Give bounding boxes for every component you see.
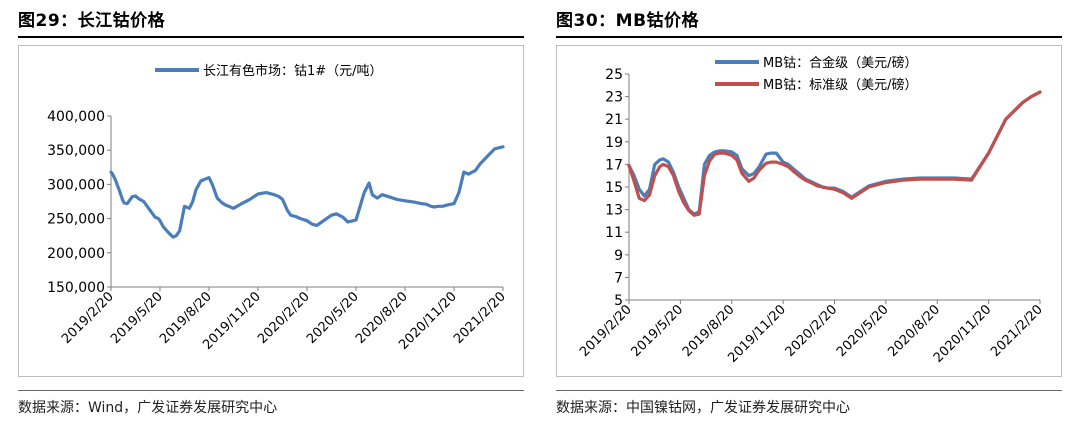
left-x-tick-label: 2020/5/20 — [304, 289, 362, 347]
left-y-tick-label: 200,000 — [47, 246, 105, 262]
left-y-tick-label: 300,000 — [47, 177, 105, 193]
right-y-tick-label: 11 — [605, 225, 623, 241]
right-chart-frame: 5 7 9 11 13 15 17 19 21 23 25 2019/2/20 2019/5/20 201… — [556, 45, 1062, 377]
left-y-tick-label: 350,000 — [47, 143, 105, 159]
left-bottom-rule — [18, 390, 524, 391]
right-panel: 图30：MB钴价格 5 7 9 11 13 15 17 19 21 23 25 2019/2/20 20… — [556, 0, 1080, 422]
right-series-line-2 — [627, 90, 1042, 217]
left-panel: 图29：长江钴价格 150,000 200,000 250,000 300,000 35… — [0, 0, 524, 422]
left-series-line-1 — [109, 145, 505, 239]
right-x-tick-label: 2019/5/20 — [628, 302, 686, 360]
right-x-tick-label: 2020/5/20 — [834, 302, 892, 360]
right-legend-label-2: MB钴：标准级（美元/磅） — [763, 77, 918, 93]
right-bottom-rule — [556, 390, 1062, 391]
right-x-tick-label: 2020/2/20 — [783, 302, 841, 360]
left-x-tick-label: 2020/2/20 — [255, 289, 313, 347]
right-source: 数据来源：中国镍钴网，广发证券发展研究中心 — [556, 400, 850, 416]
right-title-rule — [556, 36, 1062, 38]
left-y-tick-label: 150,000 — [47, 280, 105, 296]
right-series-line-1 — [627, 90, 1042, 216]
left-chart: 150,000 200,000 250,000 300,000 350,000 400,0… — [47, 63, 509, 353]
left-legend-label-1: 长江有色市场：钴1#（元/吨） — [203, 63, 383, 79]
right-y-tick-label: 23 — [605, 90, 623, 106]
right-x-tick-label: 2021/2/20 — [988, 302, 1046, 360]
right-y-tick-label: 7 — [614, 270, 623, 286]
left-title-rule — [18, 36, 524, 38]
right-y-tick-label: 15 — [605, 180, 623, 196]
right-x-tick-label: 2019/2/20 — [577, 302, 635, 360]
right-y-tick-label: 5 — [614, 293, 623, 309]
left-figure-title: 图29：长江钴价格 — [18, 11, 166, 31]
right-y-tick-label: 21 — [605, 112, 623, 128]
left-y-tick-label: 250,000 — [47, 212, 105, 228]
right-y-tick-label: 9 — [614, 248, 623, 264]
right-y-tick-label: 13 — [605, 203, 623, 219]
left-y-tick-label: 400,000 — [47, 109, 105, 125]
left-chart-frame: 150,000 200,000 250,000 300,000 350,000 400,0… — [18, 45, 524, 377]
right-legend-label-1: MB钴：合金级（美元/磅） — [763, 55, 918, 71]
right-y-tick-label: 17 — [605, 157, 623, 173]
left-source: 数据来源：Wind，广发证券发展研究中心 — [18, 400, 278, 416]
left-x-tick-label: 2021/2/20 — [451, 289, 509, 347]
right-y-tick-label: 19 — [605, 135, 623, 151]
right-figure-title: 图30：MB钴价格 — [556, 11, 700, 31]
left-x-tick-label: 2019/5/20 — [108, 289, 166, 347]
right-y-tick-label: 25 — [605, 67, 623, 83]
left-x-tick-label: 2019/2/20 — [59, 289, 117, 347]
right-chart: 57911131517192123252019/2/202019/5/20201… — [577, 55, 1046, 366]
